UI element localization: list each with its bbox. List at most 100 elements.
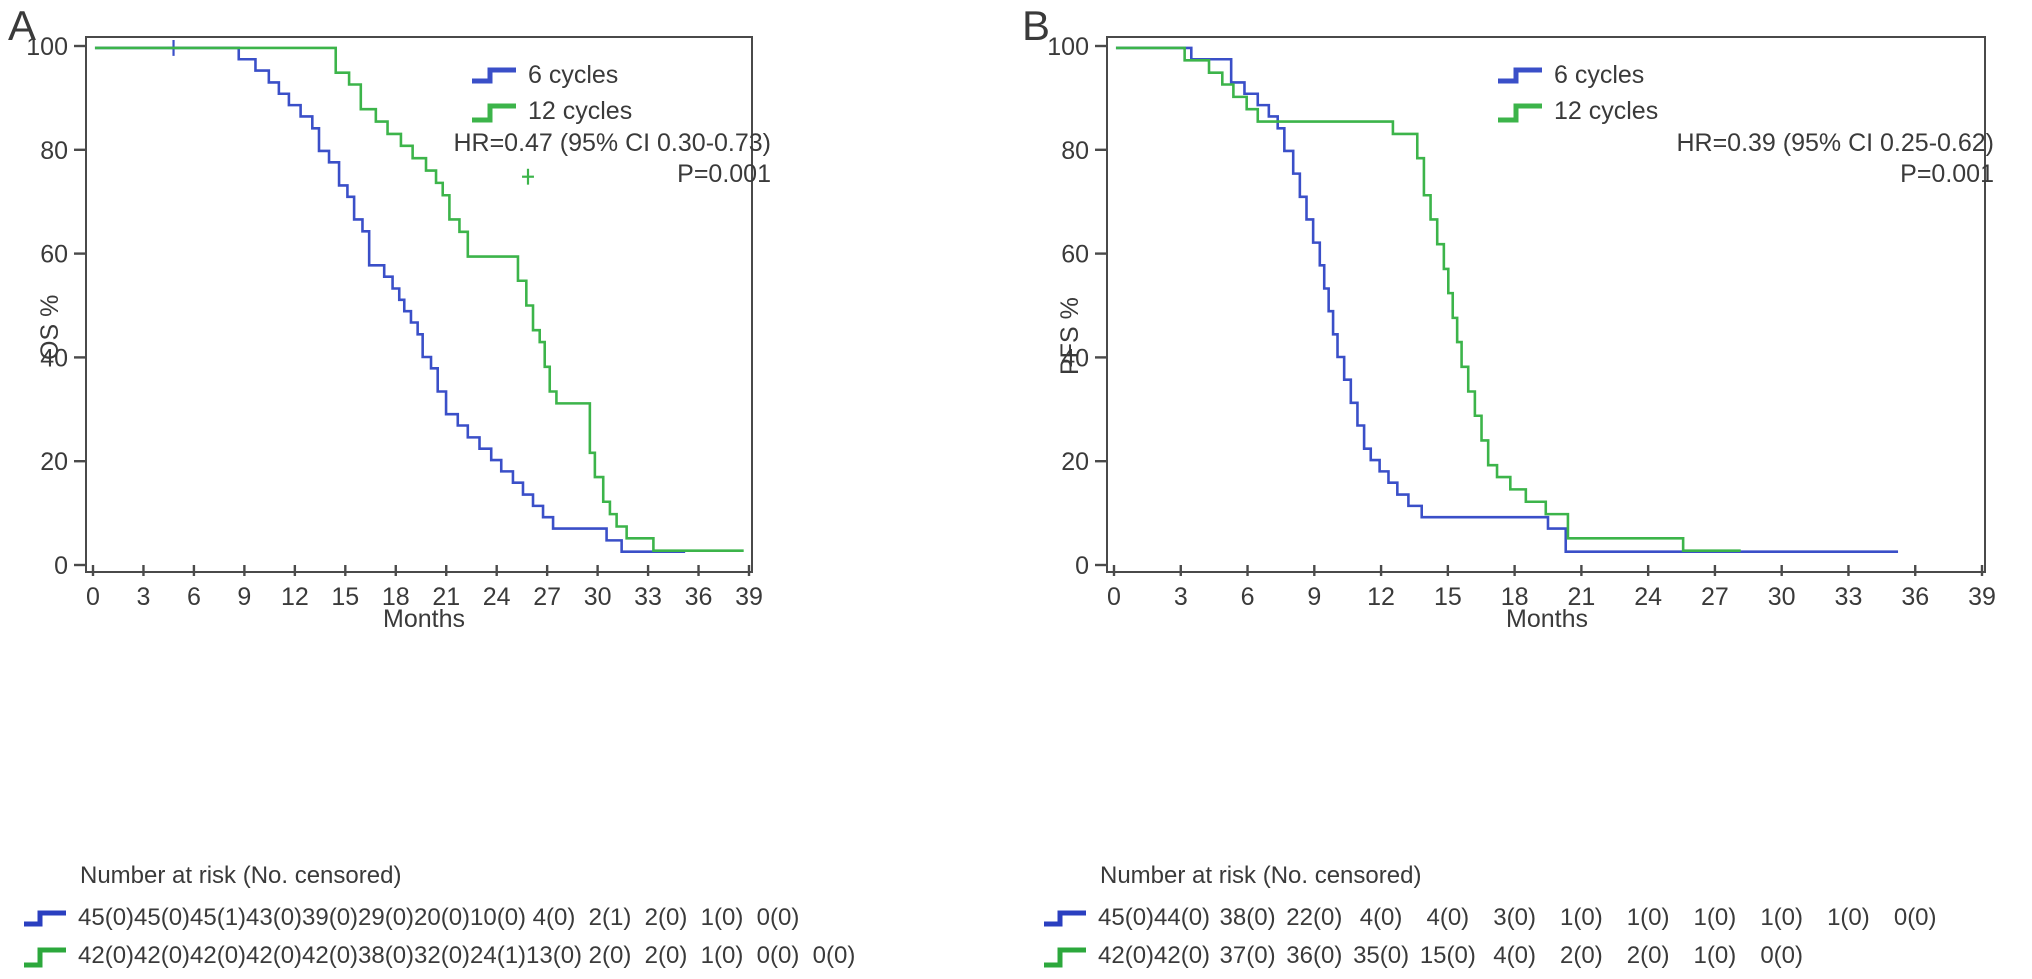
panel-a-risk-title: Number at risk (No. censored) (80, 862, 402, 889)
svg-text:80: 80 (40, 137, 68, 165)
risk-cell: 1(0) (1693, 942, 1737, 969)
risk-cell: 13(0) (526, 942, 583, 969)
risk-cell: 35(0) (1353, 942, 1410, 969)
svg-text:12: 12 (281, 583, 309, 611)
panel-b-risk-title: Number at risk (No. censored) (1100, 862, 1422, 889)
risk-cell: 4(0) (1493, 942, 1536, 969)
risk-cell: 36(0) (1286, 942, 1343, 969)
legend-label-6-cycles: 6 cycles (1554, 60, 1645, 89)
panel-a-letter: A (8, 2, 37, 49)
panel-a-legend: 6 cycles 12 cycles (470, 58, 632, 130)
panel-b-risk-table: Number at risk (No. censored) 45(0) 44(0)… (1042, 862, 1943, 975)
risk-values-6-cycles: 45(0) 44(0) 38(0) 22(0) 4(0) 4(0) 3(0) 1(0) 1(0)… (1098, 904, 1943, 932)
svg-text:6: 6 (187, 583, 201, 611)
risk-cell: 42(0) (1154, 942, 1211, 969)
svg-text:39: 39 (735, 583, 763, 611)
risk-cell: 38(0) (358, 942, 415, 969)
panel-a-curves (94, 39, 744, 554)
risk-values-12-cycles: 42(0) 42(0) 42(0) 42(0) 42(0) 38(0) 32(0) 24(1)… (78, 942, 862, 970)
legend-key-green-icon (472, 103, 516, 123)
risk-cell: 24(1) (470, 942, 527, 969)
svg-text:3: 3 (1174, 583, 1188, 611)
panel-a-risk-table: Number at risk (No. censored) 45(0) 45(0)… (22, 862, 862, 975)
legend-item-6-cycles: 6 cycles (1496, 58, 1658, 92)
svg-text:9: 9 (1307, 583, 1321, 611)
legend-item-6-cycles: 6 cycles (470, 58, 632, 92)
svg-text:27: 27 (1701, 583, 1729, 611)
risk-cell: 3(0) (1493, 904, 1536, 931)
svg-text:0: 0 (1075, 552, 1089, 580)
risk-cell: 42(0) (78, 942, 135, 969)
risk-cell: 4(0) (532, 904, 576, 931)
panel-b-stats: HR=0.39 (95% CI 0.25-0.62) P=0.001 (1676, 128, 1994, 191)
risk-row-6-cycles: 45(0) 44(0) 38(0) 22(0) 4(0) 4(0) 3(0) 1(0) 1(0)… (1042, 899, 1943, 937)
risk-cell: 1(0) (1827, 904, 1870, 931)
risk-cell: 4(0) (1426, 904, 1470, 931)
svg-text:15: 15 (331, 583, 359, 611)
risk-cell: 43(0) (246, 904, 303, 931)
svg-text:80: 80 (1061, 137, 1089, 165)
panel-b-letter: B (1022, 2, 1051, 49)
svg-text:30: 30 (584, 583, 612, 611)
risk-cell: 29(0) (358, 904, 415, 931)
risk-values-6-cycles: 45(0) 45(0) 45(1) 43(0) 39(0) 29(0) 20(0) 10(0)… (78, 904, 806, 932)
risk-cell: 45(1) (190, 904, 247, 931)
legend-key-blue-icon (472, 67, 516, 84)
panel-a-y-axis-label: OS % (36, 294, 64, 360)
panel-b-curves (1115, 46, 1899, 554)
risk-row-12-cycles: 42(0) 42(0) 37(0) 36(0) 35(0) 15(0) 4(0) 2(0) 2(… (1042, 937, 1943, 975)
svg-text:0: 0 (1107, 583, 1121, 611)
panel-a-plot-area (85, 36, 753, 573)
panel-b-plot-area (1106, 36, 1986, 573)
risk-cell: 0(0) (812, 942, 856, 969)
svg-text:20: 20 (1061, 448, 1089, 476)
risk-cell: 38(0) (1219, 904, 1276, 931)
legend-item-12-cycles: 12 cycles (470, 94, 632, 128)
risk-cell: 45(0) (1098, 904, 1155, 931)
svg-text:12: 12 (1367, 583, 1395, 611)
legend-item-12-cycles: 12 cycles (1496, 94, 1658, 128)
risk-cell: 42(0) (134, 942, 191, 969)
risk-cell: 2(1) (588, 904, 632, 931)
panel-b-hazard-ratio: HR=0.39 (95% CI 0.25-0.62) (1676, 129, 1994, 157)
risk-cell: 37(0) (1219, 942, 1276, 969)
risk-cell: 1(0) (1693, 904, 1737, 931)
risk-cell: 45(0) (134, 904, 191, 931)
risk-cell: 10(0) (470, 904, 527, 931)
svg-text:33: 33 (634, 583, 662, 611)
risk-cell: 45(0) (78, 904, 135, 931)
risk-cell: 2(0) (644, 942, 688, 969)
risk-cell: 2(0) (644, 904, 688, 931)
risk-cell: 44(0) (1154, 904, 1211, 931)
svg-text:3: 3 (137, 583, 151, 611)
panel-a-hazard-ratio: HR=0.47 (95% CI 0.30-0.73) (453, 129, 771, 157)
risk-cell: 2(0) (1560, 942, 1603, 969)
risk-cell: 0(0) (1760, 942, 1803, 969)
svg-text:33: 33 (1835, 583, 1863, 611)
svg-text:0: 0 (86, 583, 100, 611)
legend-label-6-cycles: 6 cycles (528, 60, 619, 89)
panel-b-y-axis-label: PFS % (1056, 297, 1084, 375)
panel-a-stats: HR=0.47 (95% CI 0.30-0.73) P=0.001 (453, 128, 771, 191)
svg-text:9: 9 (237, 583, 251, 611)
panel-a-p-value: P=0.001 (677, 160, 771, 189)
legend-key-green-icon (1498, 103, 1542, 123)
panel-a: A 0 20 40 60 80 100 0 3 6 9 12 15 18 21 24 27 30 33 36 39 O… (8, 2, 862, 975)
risk-cell: 39(0) (302, 904, 359, 931)
risk-cell: 42(0) (1098, 942, 1155, 969)
svg-text:6: 6 (1241, 583, 1255, 611)
risk-cell: 1(0) (700, 904, 744, 931)
panel-b-p-value: P=0.001 (1900, 160, 1994, 189)
svg-text:30: 30 (1768, 583, 1796, 611)
svg-text:36: 36 (685, 583, 713, 611)
risk-cell: 1(0) (1560, 904, 1603, 931)
risk-values-12-cycles: 42(0) 42(0) 37(0) 36(0) 35(0) 15(0) 4(0) 2(0) 2(… (1098, 942, 1810, 970)
risk-cell: 0(0) (1893, 904, 1937, 931)
risk-cell: 1(0) (1760, 904, 1803, 931)
risk-key-blue-icon (1044, 910, 1086, 927)
svg-text:15: 15 (1434, 583, 1462, 611)
svg-text:27: 27 (533, 583, 561, 611)
risk-row-6-cycles: 45(0) 45(0) 45(1) 43(0) 39(0) 29(0) 20(0) 10(0)… (22, 899, 862, 937)
risk-key-green-icon (24, 947, 66, 968)
